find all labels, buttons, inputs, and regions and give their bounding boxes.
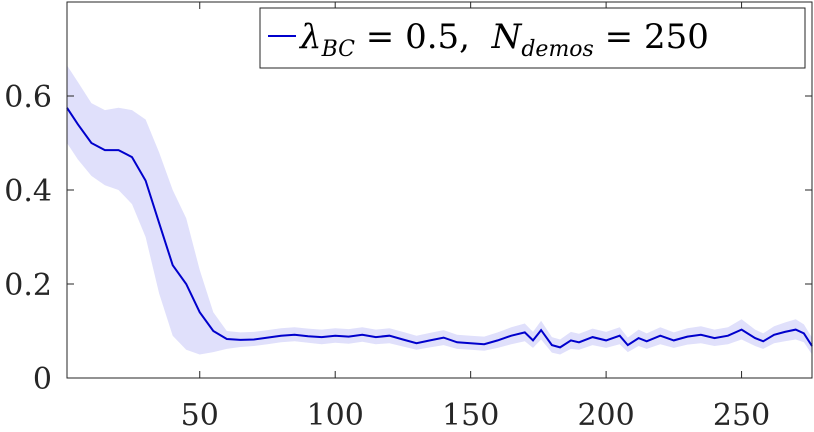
- legend-label: λBC = 0.5, Ndemos = 250: [298, 17, 709, 62]
- x-tick-label: 150: [442, 398, 499, 432]
- y-tick-label: 0.4: [4, 174, 52, 209]
- legend: λBC = 0.5, Ndemos = 250: [259, 7, 806, 69]
- legend-sub-bc: BC: [321, 37, 356, 62]
- legend-n: N: [491, 17, 523, 57]
- x-tick-label: 200: [577, 398, 634, 432]
- y-tick-label: 0.2: [4, 268, 52, 303]
- x-tick-label: 100: [307, 398, 364, 432]
- y-tick-label: 0.6: [4, 80, 52, 115]
- legend-lambda: λ: [298, 17, 322, 57]
- series-line: [66, 107, 813, 349]
- plot-area: [66, 65, 813, 355]
- legend-end: = 250: [594, 17, 709, 57]
- ticks: 50 100 150 200 250 0 0.2 0.4 0.6: [4, 2, 812, 432]
- x-tick-label: 250: [713, 398, 770, 432]
- y-tick-label: 0: [33, 362, 52, 397]
- legend-box: [259, 7, 806, 69]
- confidence-band: [67, 65, 812, 355]
- x-tick-label: 50: [181, 398, 219, 432]
- legend-sub-demos: demos: [521, 37, 594, 62]
- legend-middle: = 0.5,: [355, 17, 492, 57]
